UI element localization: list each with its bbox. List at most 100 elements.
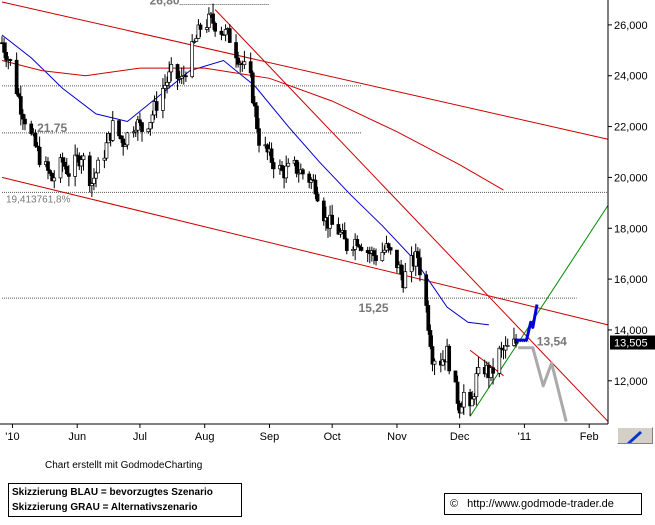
candle-body: [75, 154, 80, 157]
candle-body: [135, 119, 140, 131]
candle-body: [192, 41, 197, 43]
candle-body: [447, 345, 452, 372]
x-tick-label: Jul: [133, 431, 147, 443]
x-tick-label: Oct: [324, 431, 341, 443]
candle-body: [123, 144, 128, 147]
candle-body: [37, 146, 42, 165]
candle-body: [503, 345, 508, 351]
candle-body: [338, 231, 343, 235]
candle-body: [140, 122, 144, 132]
candle-body: [430, 346, 435, 365]
level-label: 21,75: [37, 121, 67, 135]
candle-body: [190, 41, 195, 77]
candle-body: [403, 271, 408, 289]
candle-body: [470, 398, 475, 407]
candle-body: [365, 250, 370, 254]
trend-line: [214, 9, 609, 422]
candle-body: [8, 59, 13, 61]
candle-body: [35, 145, 40, 148]
candle-body: [315, 193, 320, 202]
candlesticks: [0, 3, 518, 419]
candle-body: [388, 247, 393, 251]
y-tick-label: 14,000: [614, 325, 648, 337]
y-tick-label: 20,000: [614, 172, 648, 184]
candle-body: [184, 75, 188, 78]
candle-body: [94, 172, 98, 179]
scenario-path: [518, 346, 568, 422]
candle-body: [204, 27, 209, 30]
candle-body: [432, 360, 437, 365]
candle-body: [424, 274, 429, 306]
candle-body: [62, 161, 67, 167]
candle-body: [169, 64, 174, 73]
candle-body: [194, 38, 199, 42]
candle-body: [148, 122, 153, 130]
pencil-icon: [627, 431, 642, 443]
draw-tool-button[interactable]: [617, 427, 653, 444]
candle-body: [413, 251, 418, 267]
source-url[interactable]: http://www.godmode-trader.de: [467, 498, 614, 510]
candle-body: [16, 93, 21, 97]
candle-body: [242, 61, 247, 66]
candle-body: [415, 251, 420, 259]
candle-body: [497, 347, 502, 374]
candle-body: [219, 30, 224, 35]
candle-body: [165, 81, 169, 86]
candle-body: [23, 118, 27, 125]
y-tick-label: 12,000: [614, 376, 648, 388]
candle-body: [286, 162, 291, 167]
candle-body: [211, 13, 215, 24]
candle-body: [110, 120, 115, 141]
candle-body: [125, 132, 130, 146]
candle-body: [455, 381, 460, 404]
candle-body: [21, 113, 25, 120]
candle-body: [418, 257, 422, 276]
candle-body: [395, 249, 399, 269]
candle-body: [380, 251, 385, 261]
trend-lines: [1, 1, 609, 422]
candle-body: [223, 29, 228, 36]
candle-body: [96, 159, 100, 174]
candle-body: [313, 179, 318, 195]
candle-body: [344, 238, 349, 251]
candle-body: [73, 154, 77, 177]
level-labels: 26,80 21,75 19,413761,8% 15,25 13,54: [6, 0, 567, 349]
trend-line: [469, 205, 609, 417]
candle-body: [357, 245, 362, 248]
candle-body: [269, 148, 274, 163]
trend-line: [1, 176, 609, 326]
candle-body: [64, 166, 69, 174]
candle-body: [374, 255, 378, 261]
candle-body: [399, 264, 403, 275]
copyright-icon: ©: [450, 498, 459, 510]
last-price-label: 13,505: [614, 338, 648, 350]
candle-body: [453, 370, 458, 383]
x-tick-label: Aug: [195, 431, 215, 443]
candle-body: [441, 359, 445, 366]
candle-body: [426, 305, 431, 331]
axes: 12,000 14,000 16,000 18,000 20,000 22,000 24,0…: [0, 0, 655, 443]
candle-body: [48, 170, 52, 174]
y-tick-label: 26,000: [614, 20, 648, 32]
last-price-badge: [610, 335, 655, 350]
candle-body: [138, 119, 142, 124]
candle-body: [351, 249, 355, 251]
y-tick-label: 22,000: [614, 122, 648, 134]
candle-body: [227, 28, 232, 43]
x-tick-label: Jun: [68, 431, 86, 443]
candle-body: [33, 132, 38, 147]
candle-body: [102, 157, 107, 161]
candle-body: [196, 24, 201, 39]
scenario-sketches: [516, 304, 568, 422]
candle-body: [52, 177, 57, 182]
candle-body: [265, 144, 270, 153]
candle-body: [336, 224, 341, 235]
candle-body: [382, 249, 387, 253]
candle-body: [250, 72, 255, 104]
level-label: 26,80: [150, 0, 180, 8]
candle-body: [307, 173, 312, 183]
scenario-legend: Skizzierung BLAU = bevorzugtes Szenario …: [8, 483, 242, 517]
candle-body: [79, 159, 84, 167]
candle-body: [2, 42, 6, 53]
candle-body: [386, 243, 391, 248]
